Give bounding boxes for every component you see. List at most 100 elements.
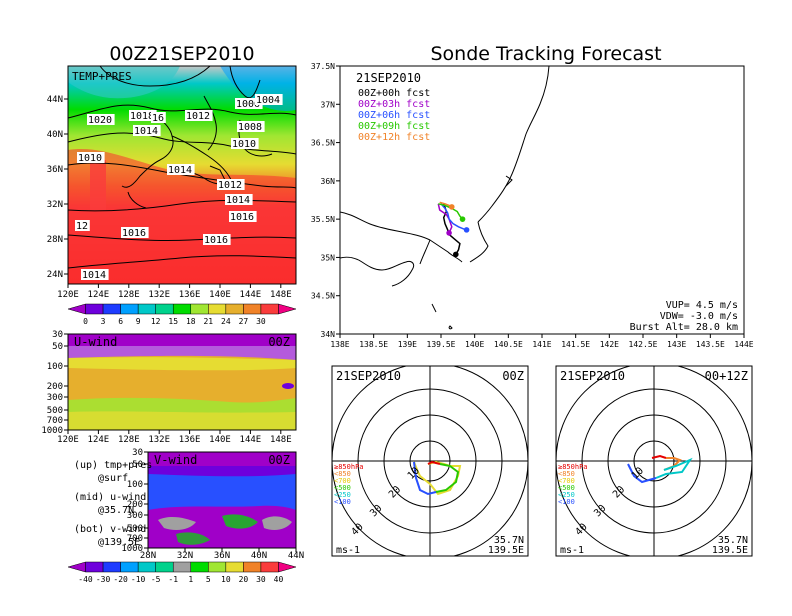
ring-label: 20 bbox=[387, 484, 403, 500]
temp-colorbar-label: 15 bbox=[168, 317, 178, 326]
u-wind-lon-label: 120E bbox=[57, 435, 79, 445]
left-title: 00Z21SEP2010 bbox=[109, 43, 254, 65]
hodograph-12z-date: 21SEP2010 bbox=[560, 369, 625, 383]
track-lon-label: 144E bbox=[734, 340, 753, 349]
v-wind-colorbar-label: 10 bbox=[221, 575, 231, 584]
isobar-label-box bbox=[225, 194, 253, 205]
v-wind-label: V-wind bbox=[154, 453, 197, 467]
v-wind-time: 00Z bbox=[268, 453, 290, 467]
isobar-label: 1014 bbox=[82, 270, 106, 281]
hodograph-12z: 21SEP2010 00+12Z 35.7N 139.5E ms-1 10203… bbox=[555, 365, 753, 557]
isobar-label: 1012 bbox=[218, 180, 242, 191]
hodograph-00z-trace-top bbox=[413, 461, 437, 496]
ring-label: 40 bbox=[574, 522, 590, 538]
track-lat-label: 34.5N bbox=[311, 292, 335, 301]
hodograph-00z-date: 21SEP2010 bbox=[336, 369, 401, 383]
v-wind-colorbar-label: -20 bbox=[113, 575, 128, 584]
sonde-burst-point bbox=[463, 227, 470, 233]
v-wind-lat-label: 28N bbox=[140, 551, 156, 561]
temp-lon-tick-label: 124E bbox=[88, 290, 110, 300]
temp-colorbar-cell bbox=[208, 303, 227, 315]
v-wind-patch-3 bbox=[262, 516, 292, 530]
track-lon-ticks: 138E 138.5E 139E 139.5E 140E 140.5E 141E 141.5E… bbox=[330, 334, 754, 349]
sonde-track-line bbox=[440, 203, 467, 231]
ring-label: 10 bbox=[630, 465, 646, 481]
v-wind-colorbar-cell bbox=[225, 561, 244, 573]
sonde-track-line bbox=[437, 203, 453, 234]
hodograph-12z-trace-mid bbox=[655, 457, 693, 479]
u-wind-p-label: 1000 bbox=[41, 426, 63, 436]
temp-colorbar-label: 27 bbox=[239, 317, 249, 326]
v-wind-colorbar-label: 20 bbox=[239, 575, 249, 584]
track-legend-item: 00Z+00h fcst bbox=[358, 88, 430, 99]
isobar-label: 1018 bbox=[130, 111, 154, 122]
note-up-line2: @surf bbox=[98, 473, 128, 484]
isobar-label: 1014 bbox=[226, 195, 250, 206]
isobar-label-box bbox=[129, 110, 157, 121]
u-wind-lon-label: 124E bbox=[88, 435, 110, 445]
v-wind-colorbar-label: 40 bbox=[274, 575, 284, 584]
track-lon-label: 138E bbox=[330, 340, 349, 349]
hodograph-00z-lat: 35.7N bbox=[494, 535, 524, 546]
isobar-label-box bbox=[151, 112, 166, 123]
v-wind-colorbar-label: 1 bbox=[188, 575, 193, 584]
hodograph-00z-trace-mid bbox=[435, 463, 460, 493]
temp-lat-tick-label: 44N bbox=[47, 95, 63, 105]
vdw-value: VDW= -3.0 m/s bbox=[660, 311, 738, 322]
temp-colorbar-label: 18 bbox=[186, 317, 196, 326]
isobar-label-box bbox=[235, 98, 263, 109]
v-wind-colorbar-label: -5 bbox=[151, 575, 161, 584]
v-wind-colorbar-cell bbox=[155, 561, 174, 573]
u-wind-surface-band bbox=[68, 411, 296, 430]
temp-colorbar-cell bbox=[278, 303, 297, 315]
v-wind-p-label: 200 bbox=[127, 500, 143, 510]
u-wind-label: U-wind bbox=[74, 335, 117, 349]
u-wind-band-3 bbox=[68, 357, 296, 371]
temp-colorbar-label: 9 bbox=[136, 317, 141, 326]
ring-label: 10 bbox=[406, 465, 422, 481]
u-wind-p-label: 700 bbox=[47, 416, 63, 426]
u-wind-jet-core bbox=[282, 383, 294, 389]
u-wind-p-label: 500 bbox=[47, 406, 63, 416]
isobar-label: 1016 bbox=[122, 228, 146, 239]
isobar-label-box bbox=[133, 125, 161, 136]
v-wind-colorbar-label: 5 bbox=[206, 575, 211, 584]
isobar-label-box bbox=[77, 152, 105, 163]
note-up-line1: (up) tmp+pres bbox=[74, 460, 152, 471]
isobar-label-box bbox=[231, 138, 259, 149]
temp-lon-tick-label: 148E bbox=[270, 290, 292, 300]
hodo-legend-item: <100 bbox=[558, 498, 575, 506]
v-wind-colorbar-cell bbox=[120, 561, 139, 573]
hodograph-12z-trace-low bbox=[651, 454, 667, 459]
hodograph-00z-trace-low bbox=[427, 460, 441, 465]
hodo-legend-item: <500 bbox=[558, 484, 575, 492]
hodograph-12z-lat: 35.7N bbox=[718, 535, 748, 546]
temp-panel-label: TEMP+PRES bbox=[72, 70, 132, 83]
v-wind-p-label: 700 bbox=[127, 534, 143, 544]
sonde-burst-point bbox=[448, 204, 455, 210]
isobar-label: 1014 bbox=[134, 126, 158, 137]
u-wind-lon-label: 136E bbox=[179, 435, 201, 445]
hodograph-00z-legend: ≥850hPa<850<700<500<250<100 bbox=[334, 463, 364, 506]
track-legend-item: 00Z+09h fcst bbox=[358, 121, 430, 132]
hodograph-00z: 21SEP2010 00Z 35.7N 139.5E ms-1 10203040… bbox=[331, 365, 529, 557]
v-wind-colorbar-cell bbox=[208, 561, 227, 573]
v-wind-colorbar-cell bbox=[190, 561, 209, 573]
temp-colorbar-cell bbox=[260, 303, 279, 315]
temp-colorbar-label: 6 bbox=[118, 317, 123, 326]
v-wind-p-label: 1000 bbox=[121, 544, 143, 554]
ring-label: 30 bbox=[592, 503, 608, 519]
hodo-legend-item: <100 bbox=[334, 498, 351, 506]
track-lon-label: 143E bbox=[667, 340, 686, 349]
hodo-legend-item: <700 bbox=[334, 477, 351, 485]
isobar-label: 1004 bbox=[256, 95, 280, 106]
ring-label: 40 bbox=[350, 522, 366, 538]
isobar-label: 1012 bbox=[186, 111, 210, 122]
u-wind-p-label: 30 bbox=[52, 330, 63, 340]
isobar-label: 1016 bbox=[204, 235, 228, 246]
hodograph-00z-rings bbox=[332, 366, 528, 556]
temp-colorbar-cell bbox=[155, 303, 174, 315]
